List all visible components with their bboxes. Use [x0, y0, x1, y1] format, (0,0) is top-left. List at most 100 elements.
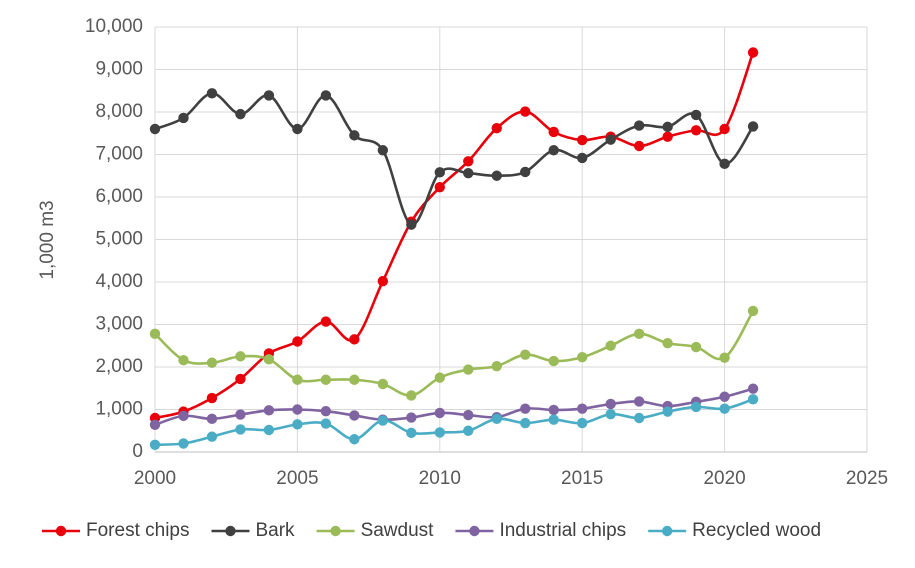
legend-item-sawdust: Sawdust	[316, 520, 435, 541]
y-tick-label: 10,000	[85, 16, 143, 37]
data-point-sawdust	[206, 357, 218, 368]
legend-swatch-marker	[330, 525, 341, 537]
data-point-bark	[149, 123, 161, 135]
data-point-recycled-wood	[349, 434, 360, 445]
data-point-bark	[577, 152, 588, 164]
data-point-industrial-chips	[406, 412, 417, 423]
y-axis-title: 1,000 m3	[37, 200, 58, 279]
data-point-bark	[434, 167, 445, 178]
series-line-bark	[154, 92, 755, 226]
data-point-forest-chips	[548, 126, 559, 138]
axes	[154, 27, 867, 453]
legend: Forest chips Bark Sawdust Industrial chips R…	[42, 520, 821, 541]
data-point-sawdust	[520, 349, 531, 360]
data-point-forest-chips	[719, 123, 730, 135]
series-line-industrial-chips	[154, 387, 754, 427]
data-point-forest-chips	[349, 334, 360, 345]
data-point-bark	[263, 90, 275, 101]
data-point-recycled-wood	[491, 413, 502, 425]
data-point-bark	[662, 121, 673, 133]
series-line-sawdust	[154, 310, 755, 397]
data-point-bark	[349, 130, 360, 141]
data-point-sawdust	[463, 364, 474, 375]
data-point-bark	[463, 168, 474, 179]
data-point-industrial-chips	[548, 404, 559, 416]
data-point-bark	[548, 145, 559, 156]
series-sawdust	[149, 305, 759, 401]
data-point-recycled-wood	[662, 406, 673, 417]
data-point-sawdust	[491, 360, 502, 372]
series-lines	[149, 47, 759, 450]
data-point-forest-chips	[491, 122, 502, 134]
legend-label: Recycled wood	[692, 520, 821, 541]
data-point-recycled-wood	[292, 419, 303, 430]
data-point-forest-chips	[377, 275, 389, 287]
data-point-industrial-chips	[320, 406, 332, 417]
data-point-forest-chips	[520, 106, 531, 117]
data-point-forest-chips	[463, 156, 474, 167]
data-point-recycled-wood	[463, 425, 474, 436]
x-tick-label: 2025	[846, 468, 888, 489]
legend-label: Forest chips	[86, 520, 189, 541]
x-tick-label: 2020	[703, 468, 745, 489]
data-point-bark	[633, 120, 645, 131]
data-point-industrial-chips	[719, 391, 730, 402]
data-point-sawdust	[377, 378, 389, 390]
data-point-forest-chips	[292, 336, 303, 347]
data-point-forest-chips	[633, 140, 645, 152]
y-tick-label: 5,000	[95, 229, 143, 250]
data-point-bark	[491, 170, 502, 181]
data-point-bark	[747, 121, 759, 132]
data-point-recycled-wood	[406, 427, 417, 439]
data-point-bark	[377, 145, 389, 156]
data-point-recycled-wood	[263, 424, 275, 436]
data-point-sawdust	[747, 305, 759, 317]
data-point-forest-chips	[434, 182, 445, 193]
data-point-sawdust	[235, 351, 246, 362]
data-point-bark	[406, 219, 417, 230]
data-point-industrial-chips	[149, 419, 161, 430]
data-point-industrial-chips	[263, 405, 275, 416]
data-point-bark	[292, 123, 303, 135]
series-bark	[149, 88, 759, 230]
data-point-sawdust	[605, 340, 616, 351]
legend-swatch-marker	[225, 525, 236, 537]
data-point-sawdust	[548, 355, 559, 367]
tick-labels: 0 1,000 2,000 3,000 4,000 5,000 6,000 7,000 8,00…	[85, 16, 888, 489]
data-point-sawdust	[434, 372, 445, 383]
legend-label: Industrial chips	[499, 520, 626, 541]
data-point-industrial-chips	[206, 413, 218, 425]
data-point-forest-chips	[662, 131, 673, 142]
data-point-sawdust	[263, 354, 275, 365]
y-tick-label: 1,000	[95, 399, 143, 420]
data-point-sawdust	[719, 352, 730, 363]
data-point-recycled-wood	[178, 438, 189, 449]
data-point-recycled-wood	[548, 414, 559, 425]
legend-item-bark: Bark	[211, 520, 295, 541]
data-point-recycled-wood	[747, 394, 759, 405]
data-point-sawdust	[633, 328, 645, 340]
data-point-industrial-chips	[633, 396, 645, 407]
data-point-recycled-wood	[206, 431, 218, 442]
data-point-sawdust	[406, 390, 417, 401]
data-point-bark	[235, 108, 246, 120]
legend-label: Sawdust	[361, 520, 435, 541]
data-point-sawdust	[662, 338, 673, 349]
data-point-bark	[520, 166, 531, 178]
series-recycled-wood	[149, 394, 759, 450]
data-point-sawdust	[149, 328, 161, 340]
data-point-industrial-chips	[577, 403, 588, 414]
data-point-forest-chips	[747, 47, 759, 58]
x-tick-label: 2010	[419, 468, 461, 489]
data-point-forest-chips	[577, 134, 588, 146]
series-line-forest-chips	[154, 52, 755, 420]
data-point-recycled-wood	[377, 415, 389, 426]
data-point-bark	[206, 88, 218, 99]
legend-item-industrial-chips: Industrial chips	[455, 520, 626, 541]
data-point-industrial-chips	[520, 403, 531, 414]
data-point-recycled-wood	[633, 412, 645, 424]
data-point-recycled-wood	[434, 427, 445, 438]
data-point-recycled-wood	[520, 417, 531, 429]
